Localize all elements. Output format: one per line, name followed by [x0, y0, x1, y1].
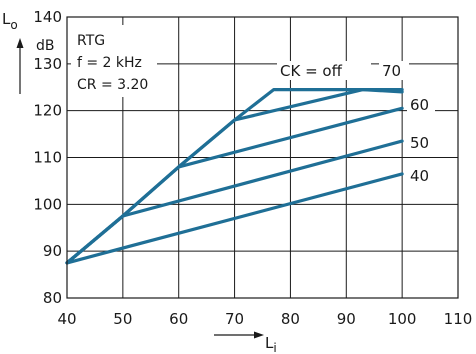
series-label: 70: [382, 62, 401, 80]
series-label-background: [379, 61, 409, 80]
series-line: [65, 172, 404, 265]
series-label-background: [407, 95, 435, 114]
x-tick-label: 60: [169, 310, 188, 328]
info-box-background: [71, 25, 157, 97]
series-lines: [65, 87, 404, 265]
series-label-background: [407, 166, 435, 185]
y-tick-label: 130: [33, 55, 62, 73]
y-tick-label: 100: [33, 195, 62, 213]
x-axis-label: Li: [214, 331, 277, 354]
series-labels: CK = off 70 60 50 40: [277, 61, 435, 185]
y-tick-label: 140: [33, 8, 62, 26]
info-box: RTG f = 2 kHz CR = 3.20: [71, 25, 157, 97]
series-label: CK = off: [280, 62, 343, 80]
y-axis-label: Lo dB: [2, 10, 55, 94]
x-tick-label: 100: [388, 310, 417, 328]
series-label: 60: [410, 96, 429, 114]
info-line: RTG: [77, 33, 105, 49]
x-tick-label: 90: [337, 310, 356, 328]
x-tick-label: 50: [113, 310, 132, 328]
series-label: 50: [410, 134, 429, 152]
y-tick-label: 110: [33, 149, 62, 167]
series-line: [65, 139, 404, 265]
x-tick-label: 40: [57, 310, 76, 328]
series-label-background: [407, 133, 435, 152]
y-tick-label: 90: [43, 242, 62, 260]
info-line: CR = 3.20: [77, 77, 148, 93]
y-axis-unit: dB: [36, 38, 55, 54]
series-label: 40: [410, 167, 429, 185]
info-line: f = 2 kHz: [77, 55, 142, 71]
x-axis-title: Li: [265, 334, 277, 354]
plot-frame: [66, 16, 459, 299]
y-axis-arrow-icon: [16, 38, 24, 94]
y-tick-label: 120: [33, 102, 62, 120]
y-tick-label: 80: [43, 289, 62, 307]
x-tick-labels: 40 50 60 70 80 90 100 110: [57, 310, 472, 328]
x-tick-label: 70: [225, 310, 244, 328]
y-tick-labels: 80 90 100 110 120 130 140: [33, 8, 62, 307]
y-axis-title: Lo: [2, 10, 18, 32]
x-tick-label: 110: [444, 310, 473, 328]
x-axis-arrow-icon: [214, 331, 264, 339]
x-tick-label: 80: [281, 310, 300, 328]
series-label-background: [277, 61, 371, 80]
